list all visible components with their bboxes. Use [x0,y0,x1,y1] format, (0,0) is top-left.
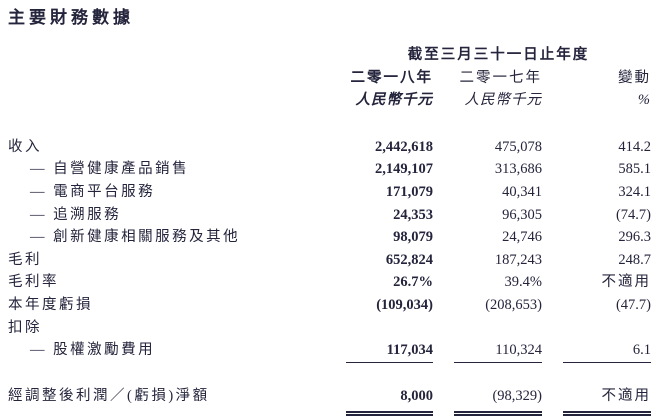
cell-2018: 652,824 [385,251,433,268]
unit-change: % [637,92,651,109]
row-adjusted-net-profit-loss: 經調整後利潤／(虧損)淨額 8,000 (98,329) 不適用 [8,385,651,416]
financial-table: 截至三月三十一日止年度 二零一八年 二零一七年 變動 人民幣千元 人民幣千元 %… [8,44,651,416]
row-label: — 追溯服務 [30,206,122,223]
row-label: 毛利 [8,251,42,268]
row-loss-for-the-year: 本年度虧損 (109,034) (208,653) (47.7) [8,294,651,317]
report-page: 主要財務數據 截至三月三十一日止年度 二零一八年 二零一七年 變動 人民幣千元 … [0,8,654,417]
cell-2018: 2,149,107 [375,161,433,178]
row-revenue: 收入 2,442,618 475,078 414.2 [8,136,651,159]
cell-2017: (208,653) [485,296,542,313]
cell-change: 6.1 [563,339,651,363]
row-label: 扣除 [8,319,42,336]
row-label: 經調整後利潤／(虧損)淨額 [8,388,210,405]
row-label: — 電商平台服務 [30,183,156,200]
cell-change: 296.3 [618,229,651,246]
row-label: — 自營健康產品銷售 [30,161,190,178]
cell-2017: 187,243 [494,251,542,268]
cell-change: 不適用 [563,385,651,416]
col-header-change: 變動 [618,69,651,86]
row-gross-profit: 毛利 652,824 187,243 248.7 [8,249,651,272]
cell-change: 324.1 [618,183,651,200]
row-proprietary-health-product-sales: — 自營健康產品銷售 2,149,107 313,686 585.1 [8,158,651,181]
cell-2018: 2,442,618 [375,138,433,155]
row-ecommerce-platform-services: — 電商平台服務 171,079 40,341 324.1 [8,181,651,204]
cell-2017: 24,746 [502,229,542,246]
col-header-2017: 二零一七年 [459,69,542,86]
col-header-2018: 二零一八年 [350,69,433,86]
unit-2018: 人民幣千元 [355,92,433,109]
cell-2017: 39.4% [504,274,542,291]
row-share-incentive-expenses: — 股權激勵費用 117,034 110,324 6.1 [8,339,651,363]
cell-2017: 313,686 [494,161,542,178]
row-label: 本年度虧損 [8,296,93,313]
cell-change: 585.1 [618,161,651,178]
cell-2017: 110,324 [454,339,542,363]
row-deduct: 扣除 [8,317,651,340]
period-header-row: 截至三月三十一日止年度 [8,44,651,67]
cell-2018: 24,353 [393,206,433,223]
row-traceability-services: — 追溯服務 24,353 96,305 (74.7) [8,204,651,227]
cell-2017: (98,329) [454,385,542,416]
cell-2017: 96,305 [502,206,542,223]
cell-change: 248.7 [618,251,651,268]
spacer-row [8,363,651,386]
cell-change: (74.7) [615,206,651,223]
cell-2018: 171,079 [385,183,433,200]
row-gross-margin: 毛利率 26.7% 39.4% 不適用 [8,271,651,294]
table-header: 截至三月三十一日止年度 二零一八年 二零一七年 變動 人民幣千元 人民幣千元 % [8,44,651,112]
row-label: 收入 [8,138,42,155]
cell-2018: (109,034) [376,296,433,313]
cell-2018: 26.7% [393,274,433,291]
cell-change: 不適用 [601,274,651,291]
cell-2018: 117,034 [346,339,433,363]
period-header: 截至三月三十一日止年度 [407,47,590,63]
page-title: 主要財務數據 [8,8,134,27]
cell-2017: 40,341 [502,183,542,200]
row-label: — 創新健康相關服務及其他 [30,229,241,246]
row-label: — 股權激勵費用 [30,342,156,359]
cell-2017 [454,317,542,340]
cell-2018: 98,079 [393,229,433,246]
unit-header-row: 人民幣千元 人民幣千元 % [8,89,651,112]
unit-2017: 人民幣千元 [464,92,542,109]
cell-change [563,317,651,340]
cell-2018 [346,317,433,340]
cell-change: (47.7) [615,296,651,313]
row-innovative-health-related-services: — 創新健康相關服務及其他 98,079 24,746 296.3 [8,226,651,249]
cell-change: 414.2 [618,138,651,155]
year-header-row: 二零一八年 二零一七年 變動 [8,67,651,90]
table-body: 收入 2,442,618 475,078 414.2 — 自營健康產品銷售 2,… [8,136,651,416]
cell-2018: 8,000 [346,385,433,416]
row-label: 毛利率 [8,274,59,291]
cell-2017: 475,078 [494,138,542,155]
